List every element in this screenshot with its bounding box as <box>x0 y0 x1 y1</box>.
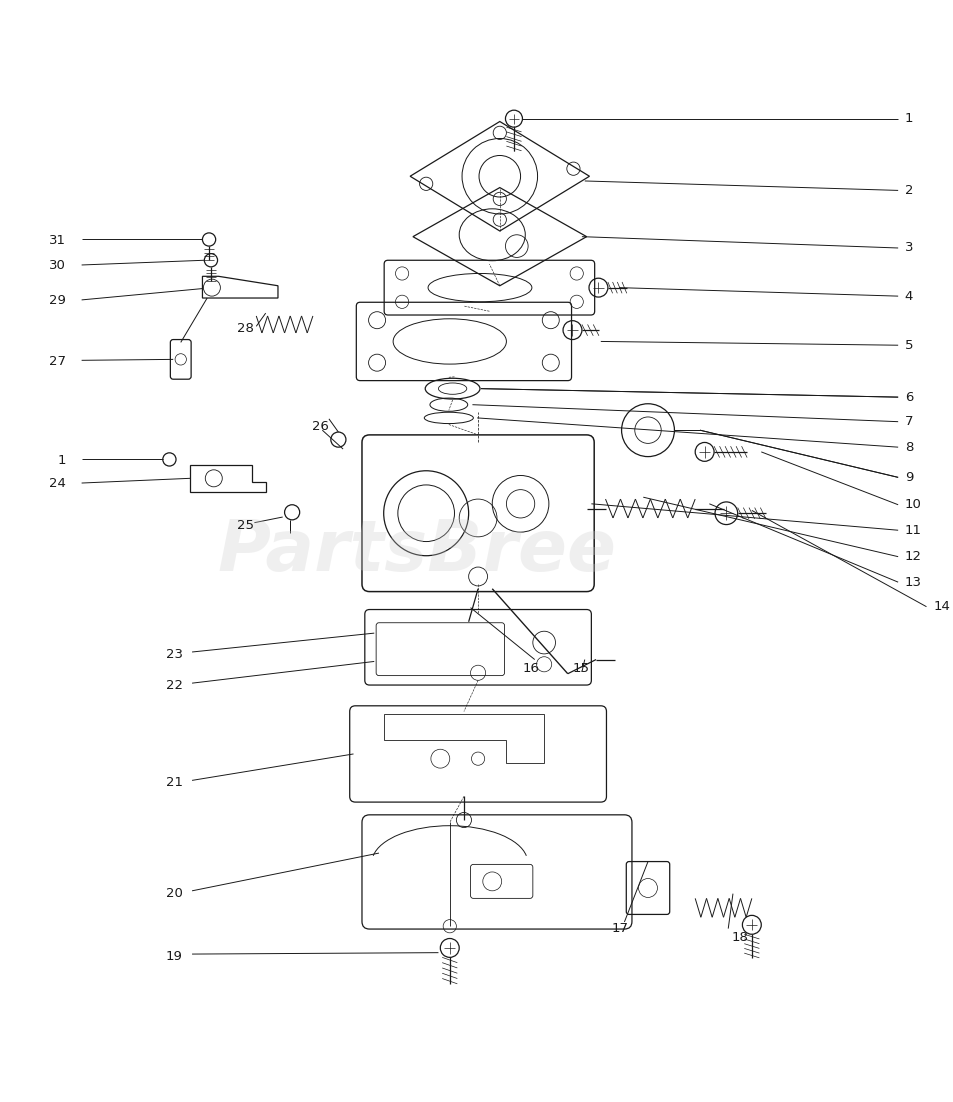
Text: 1: 1 <box>57 454 66 467</box>
Text: 10: 10 <box>903 498 921 511</box>
Text: 27: 27 <box>49 355 66 368</box>
Text: PartsBree: PartsBree <box>217 517 616 585</box>
Text: 4: 4 <box>903 290 912 303</box>
Text: 14: 14 <box>932 601 949 613</box>
Text: 20: 20 <box>166 887 182 900</box>
Text: 2: 2 <box>903 184 912 197</box>
Text: 26: 26 <box>312 420 329 433</box>
Text: 17: 17 <box>611 922 627 936</box>
Text: 30: 30 <box>49 259 66 272</box>
Text: 11: 11 <box>903 523 921 537</box>
Text: 12: 12 <box>903 550 921 563</box>
Text: 22: 22 <box>166 680 182 692</box>
Text: 9: 9 <box>903 471 912 484</box>
Text: 21: 21 <box>166 776 182 789</box>
Text: 24: 24 <box>49 477 66 490</box>
Text: 25: 25 <box>237 519 254 532</box>
Text: 31: 31 <box>49 234 66 247</box>
Text: 15: 15 <box>572 661 589 674</box>
Text: 1: 1 <box>903 112 912 126</box>
Text: 28: 28 <box>237 322 254 335</box>
Text: 6: 6 <box>903 390 912 403</box>
Text: 7: 7 <box>903 415 912 429</box>
Text: 19: 19 <box>166 950 182 963</box>
Text: 3: 3 <box>903 241 912 255</box>
Text: 23: 23 <box>166 648 182 661</box>
Text: 18: 18 <box>730 930 747 943</box>
Text: 13: 13 <box>903 575 921 588</box>
Text: 16: 16 <box>522 661 538 674</box>
Text: 8: 8 <box>903 441 912 454</box>
Text: 29: 29 <box>49 294 66 307</box>
Text: 5: 5 <box>903 338 912 352</box>
